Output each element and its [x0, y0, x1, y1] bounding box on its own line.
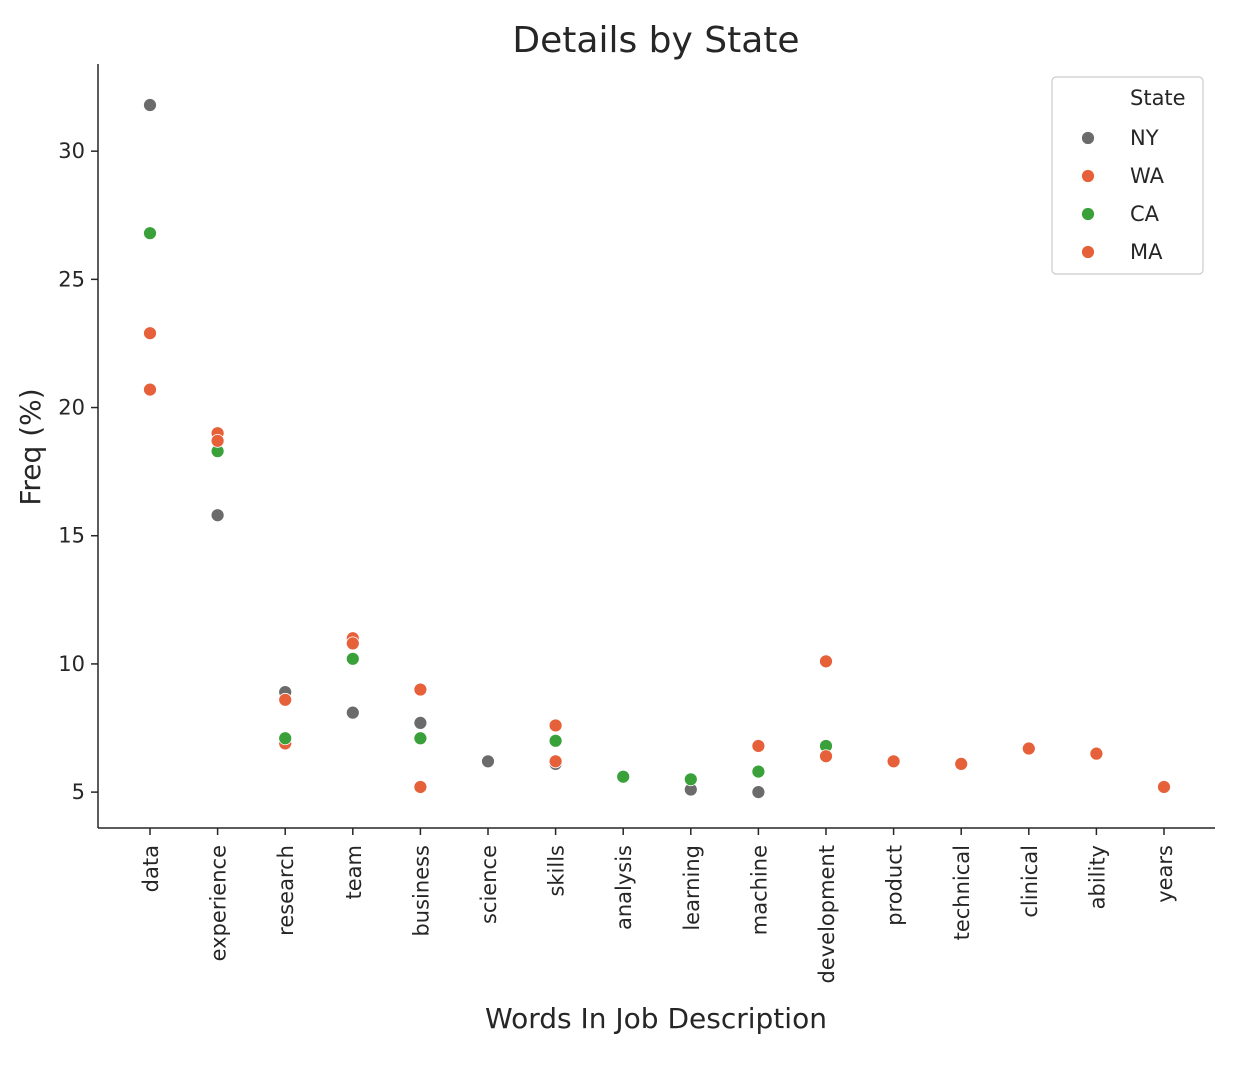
x-tick-label: clinical [1018, 845, 1042, 918]
y-axis-ticks: 5 10 15 20 25 30 [58, 139, 98, 804]
data-point [954, 757, 969, 771]
data-point [210, 508, 225, 523]
data-point [548, 718, 563, 733]
data-point [819, 654, 833, 669]
data-point [1157, 780, 1171, 794]
legend-marker [1081, 169, 1095, 183]
data-point [413, 682, 428, 697]
data-point [210, 433, 225, 448]
data-point [683, 772, 698, 787]
data-point [345, 636, 360, 651]
legend: State NY WA CA MA [1051, 76, 1204, 275]
x-tick-label: technical [950, 845, 974, 940]
data-point [413, 715, 428, 730]
x-tick-label: ability [1085, 845, 1109, 909]
series-ny [143, 98, 766, 800]
data-point [548, 733, 563, 748]
x-tick-label: business [409, 845, 433, 937]
legend-label: NY [1130, 126, 1159, 150]
data-point [143, 326, 157, 341]
data-point [278, 731, 293, 746]
data-points [143, 98, 1171, 800]
legend-entries: NY WA CA MA [1081, 126, 1165, 264]
x-tick-label: science [477, 845, 501, 924]
legend-label: WA [1130, 164, 1165, 188]
x-axis-title: Words In Job Description [485, 1002, 827, 1035]
series-ca [143, 226, 833, 787]
x-tick-label: skills [545, 845, 569, 897]
data-point [548, 754, 563, 769]
data-point [345, 651, 360, 666]
x-tick-label: team [342, 845, 366, 899]
data-point [751, 739, 766, 753]
x-tick-label: years [1153, 845, 1177, 903]
data-point [143, 382, 157, 397]
x-tick-label: experience [207, 845, 231, 961]
y-tick-label: 30 [58, 139, 85, 163]
chart-title: Details by State [512, 20, 799, 61]
data-point [886, 754, 901, 769]
y-tick-label: 10 [58, 652, 85, 676]
series-ma [143, 382, 1171, 794]
legend-label: MA [1130, 240, 1163, 264]
x-tick-label: product [883, 845, 907, 926]
data-point [751, 785, 766, 800]
y-axis-title: Freq (%) [14, 388, 47, 505]
data-point [345, 705, 360, 720]
legend-marker [1081, 207, 1095, 221]
data-point [1089, 746, 1104, 761]
data-point [1021, 741, 1036, 756]
legend-box [1051, 76, 1204, 275]
legend-marker [1081, 131, 1095, 145]
x-tick-label: machine [747, 845, 771, 935]
y-tick-label: 15 [58, 524, 85, 548]
legend-marker [1081, 245, 1095, 259]
x-tick-label: data [139, 845, 163, 892]
x-tick-label: analysis [612, 845, 636, 930]
x-tick-label: learning [680, 845, 704, 931]
data-point [413, 780, 428, 794]
y-tick-label: 20 [58, 396, 85, 420]
x-tick-label: research [274, 845, 298, 936]
data-point [278, 692, 293, 707]
data-point [751, 764, 766, 779]
y-tick-label: 25 [58, 267, 85, 291]
x-tick-label: development [815, 845, 839, 984]
legend-title: State [1130, 86, 1186, 110]
data-point [819, 749, 833, 764]
data-point [143, 98, 157, 112]
data-point [616, 769, 631, 784]
y-tick-label: 5 [72, 780, 85, 804]
x-axis-ticks: data experience research team business scienc… [139, 828, 1177, 984]
data-point [413, 731, 428, 746]
data-point [481, 754, 495, 769]
data-point [143, 226, 157, 241]
legend-label: CA [1130, 202, 1160, 226]
